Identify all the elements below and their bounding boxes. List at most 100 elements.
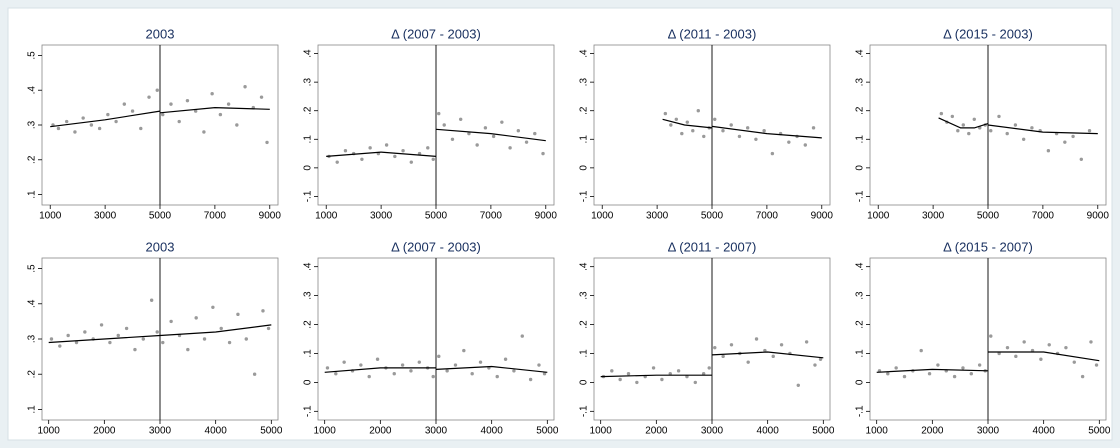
data-point bbox=[252, 372, 257, 376]
data-point bbox=[967, 131, 971, 136]
data-point bbox=[813, 363, 817, 367]
y-tick-label: 0 bbox=[579, 165, 590, 171]
data-point bbox=[261, 309, 265, 313]
data-point bbox=[467, 131, 471, 136]
data-point bbox=[950, 114, 955, 119]
data-point bbox=[779, 343, 784, 347]
data-point bbox=[409, 369, 413, 373]
x-tick-label: 7000 bbox=[1032, 211, 1055, 222]
x-tick-label: 9000 bbox=[259, 211, 282, 222]
x-tick-label: 1000 bbox=[591, 211, 614, 222]
data-point bbox=[155, 88, 159, 92]
data-point bbox=[512, 369, 516, 373]
data-point bbox=[919, 348, 923, 353]
data-point bbox=[626, 372, 631, 376]
data-point bbox=[495, 374, 499, 379]
data-point bbox=[210, 91, 214, 96]
data-point bbox=[343, 149, 348, 153]
data-point bbox=[368, 146, 372, 150]
x-tick-label: 3000 bbox=[370, 211, 393, 222]
data-point bbox=[266, 326, 271, 331]
data-point bbox=[417, 151, 422, 156]
data-point bbox=[437, 111, 441, 116]
data-point bbox=[713, 117, 717, 121]
data-point bbox=[691, 129, 695, 133]
y-tick-label: .4 bbox=[855, 49, 866, 58]
data-point bbox=[969, 372, 974, 376]
data-point bbox=[470, 372, 474, 376]
x-tick-label: 3000 bbox=[977, 426, 1000, 437]
data-point bbox=[520, 334, 524, 338]
data-point bbox=[445, 369, 449, 373]
data-point bbox=[169, 319, 173, 324]
x-tick-label: 1000 bbox=[314, 426, 337, 437]
data-point bbox=[1046, 149, 1051, 153]
x-tick-label: 1000 bbox=[867, 211, 890, 222]
x-tick-label: 1000 bbox=[39, 211, 62, 222]
data-point bbox=[442, 123, 446, 127]
data-point bbox=[701, 372, 706, 376]
data-point bbox=[177, 119, 181, 124]
data-point bbox=[787, 140, 791, 144]
x-tick-label: 5000 bbox=[536, 426, 559, 437]
panel-title: Δ (2011 - 2007) bbox=[668, 239, 757, 254]
data-point bbox=[392, 372, 396, 376]
y-tick-label: .4 bbox=[303, 49, 314, 58]
data-point bbox=[618, 377, 622, 382]
data-point bbox=[114, 119, 118, 124]
data-point bbox=[927, 372, 932, 376]
data-point bbox=[997, 114, 1001, 119]
y-tick-label: .2 bbox=[579, 320, 590, 329]
data-point bbox=[696, 109, 700, 113]
y-tick-label: .1 bbox=[579, 349, 590, 358]
data-point bbox=[1005, 131, 1009, 136]
data-point bbox=[243, 85, 247, 89]
data-point bbox=[235, 123, 239, 127]
data-point bbox=[528, 377, 533, 382]
x-tick-label: 1000 bbox=[38, 426, 61, 437]
data-point bbox=[754, 137, 758, 141]
data-point bbox=[401, 149, 405, 153]
data-point bbox=[811, 126, 816, 130]
y-tick-label: .3 bbox=[27, 334, 38, 343]
y-tick-label: .2 bbox=[303, 320, 314, 329]
x-tick-label: 5000 bbox=[260, 426, 283, 437]
data-point bbox=[194, 316, 198, 320]
fit-line bbox=[876, 351, 1100, 373]
data-point bbox=[1013, 123, 1018, 127]
data-point bbox=[635, 380, 639, 385]
data-point bbox=[542, 372, 547, 376]
data-point bbox=[384, 143, 389, 147]
y-tick-label: .2 bbox=[855, 320, 866, 329]
data-point bbox=[702, 134, 706, 139]
data-point bbox=[244, 337, 248, 341]
data-point bbox=[64, 119, 69, 124]
data-point bbox=[651, 366, 656, 370]
x-tick-label: 3000 bbox=[922, 211, 945, 222]
panel-title: Δ (2015 - 2003) bbox=[943, 26, 1033, 41]
data-point bbox=[610, 369, 614, 373]
data-point bbox=[961, 123, 966, 127]
data-point bbox=[721, 354, 725, 359]
x-tick-label: 1000 bbox=[590, 426, 613, 437]
y-tick-label: .4 bbox=[855, 262, 866, 271]
data-point bbox=[902, 374, 907, 379]
y-tick-label: .4 bbox=[579, 49, 590, 58]
data-point bbox=[458, 117, 463, 121]
x-tick-label: 3000 bbox=[701, 426, 724, 437]
data-point bbox=[56, 126, 61, 131]
data-point bbox=[668, 372, 672, 376]
data-point bbox=[663, 111, 668, 116]
fit-line bbox=[326, 128, 546, 157]
y-tick-label: .2 bbox=[579, 106, 590, 115]
y-tick-label: -.1 bbox=[855, 190, 866, 202]
fit-line bbox=[938, 117, 1098, 135]
data-point bbox=[503, 357, 508, 361]
data-point bbox=[1072, 360, 1076, 364]
y-tick-label: 0 bbox=[303, 379, 314, 385]
data-point bbox=[737, 134, 742, 139]
data-point bbox=[491, 134, 496, 139]
data-point bbox=[956, 129, 960, 133]
x-tick-label: 5000 bbox=[977, 211, 1000, 222]
data-point bbox=[334, 372, 338, 376]
